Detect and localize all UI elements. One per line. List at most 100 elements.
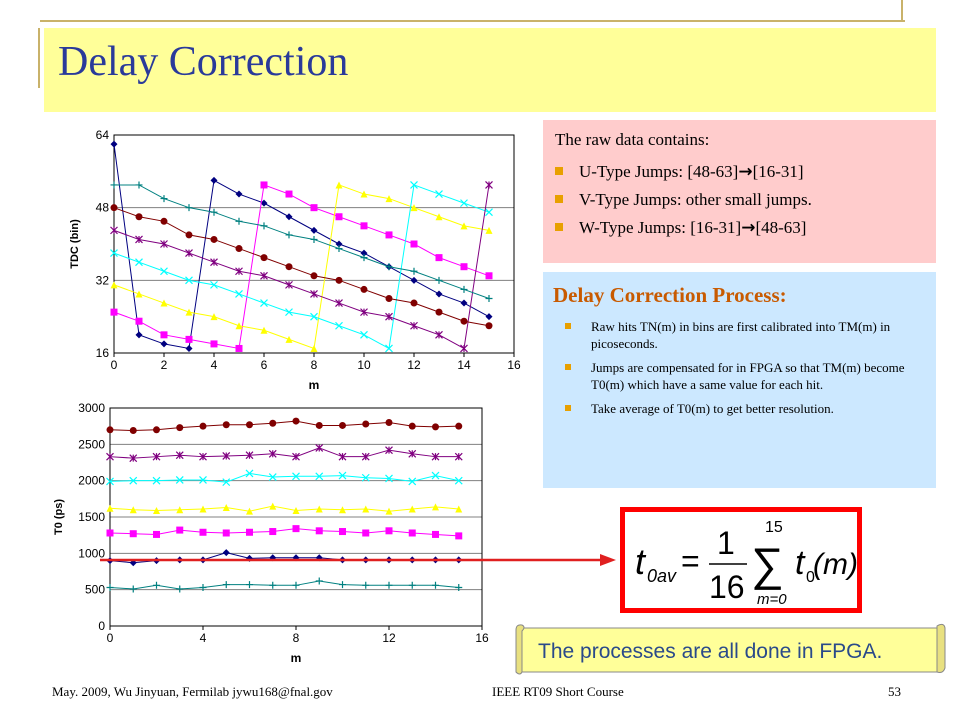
data-point	[235, 290, 243, 298]
data-point	[310, 226, 318, 234]
x-tick-label: 12	[407, 358, 421, 372]
data-point	[285, 213, 293, 221]
data-point	[310, 204, 318, 212]
x-tick-label: 4	[200, 631, 207, 645]
data-point	[360, 330, 368, 339]
data-point	[106, 529, 114, 537]
tdc-chart: 16 32 48 64 0 2 4 6 8 10 12 14 16 m TDC (bin)	[69, 128, 521, 392]
data-point	[260, 254, 268, 262]
data-point	[292, 554, 300, 562]
data-point	[135, 181, 143, 189]
data-point	[432, 530, 439, 538]
data-point	[360, 222, 368, 230]
data-point	[408, 449, 417, 458]
sigma-icon: ∑	[751, 538, 784, 590]
data-point	[338, 471, 347, 480]
data-point	[185, 276, 193, 285]
data-point	[260, 299, 268, 307]
data-point	[292, 581, 300, 589]
x-tick-label: 0	[111, 358, 118, 372]
formula-numerator: 1	[717, 525, 735, 561]
data-point	[235, 245, 243, 253]
data-point	[435, 190, 443, 198]
series	[106, 577, 463, 593]
data-point	[176, 526, 184, 534]
data-point	[310, 312, 318, 321]
raw-item-text: [48-63]	[755, 218, 807, 237]
raw-data-item: V-Type Jumps: other small jumps.	[555, 188, 935, 216]
data-point	[185, 204, 193, 212]
y-tick-label: 64	[96, 128, 110, 142]
data-point	[199, 583, 207, 591]
data-point	[135, 213, 143, 221]
bullet-icon	[565, 364, 571, 370]
data-point	[106, 477, 114, 486]
data-point	[339, 506, 346, 514]
data-point	[485, 208, 493, 217]
series-line	[109, 580, 459, 590]
data-point	[454, 476, 463, 485]
data-point	[199, 528, 207, 536]
data-point	[360, 190, 368, 198]
process-item: Jumps are compensated for in FPGA so tha…	[565, 359, 936, 393]
series-line	[113, 184, 490, 350]
data-point	[385, 263, 393, 271]
data-point	[152, 452, 161, 461]
data-point	[199, 452, 207, 461]
bullet-icon	[565, 405, 571, 411]
data-point	[260, 326, 268, 334]
data-point	[485, 272, 493, 280]
data-point	[435, 330, 443, 339]
x-tick-label: 0	[107, 631, 114, 645]
data-point	[129, 585, 137, 593]
series	[110, 181, 493, 302]
data-point	[106, 426, 114, 434]
data-point	[106, 583, 114, 591]
data-point	[285, 335, 293, 343]
data-point	[222, 421, 230, 429]
data-point	[285, 308, 293, 317]
series	[110, 140, 493, 352]
data-point	[110, 226, 118, 235]
data-point	[408, 477, 417, 486]
data-point	[285, 190, 293, 198]
raw-data-item: W-Type Jumps: [16-31]→[48-63]	[555, 216, 935, 244]
data-point	[385, 507, 393, 515]
series-line	[109, 472, 459, 483]
data-point	[292, 472, 300, 481]
y-tick-label: 0	[98, 619, 105, 633]
data-point	[432, 581, 439, 589]
y-tick-label: 16	[96, 346, 110, 360]
data-point	[361, 452, 370, 461]
page-number: 53	[888, 684, 901, 699]
series-line	[113, 207, 490, 327]
data-point	[285, 231, 293, 239]
data-point	[222, 529, 230, 537]
y-axis-label: T0 (ps)	[53, 499, 65, 535]
note-text: The processes are all done in FPGA.	[538, 640, 882, 663]
data-point	[106, 504, 114, 512]
data-point	[335, 321, 343, 330]
data-point	[385, 581, 393, 589]
arrow-icon: →	[738, 162, 753, 182]
raw-item-text: V-Type Jumps: other small jumps.	[579, 190, 812, 209]
data-point	[153, 506, 160, 514]
formula-lower-limit: m=0	[757, 591, 787, 608]
data-point	[410, 204, 418, 212]
data-point	[460, 222, 468, 230]
raw-data-item: U-Type Jumps: [48-63]→[16-31]	[555, 160, 935, 188]
data-point	[310, 344, 318, 352]
data-point	[455, 532, 463, 540]
data-point	[315, 505, 323, 513]
series	[110, 181, 493, 353]
pointer-arrow	[100, 554, 616, 566]
data-point	[135, 317, 143, 325]
data-point	[235, 344, 243, 352]
process-item-text: Raw hits TN(m) in bins are first calibra…	[591, 319, 891, 351]
data-point	[310, 290, 318, 298]
series-line	[113, 144, 490, 350]
y-tick-label: 2000	[78, 474, 105, 488]
data-point	[222, 452, 231, 460]
data-point	[246, 528, 253, 536]
data-point	[210, 258, 218, 267]
